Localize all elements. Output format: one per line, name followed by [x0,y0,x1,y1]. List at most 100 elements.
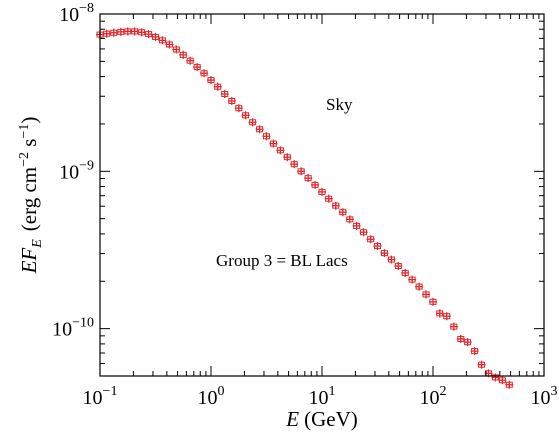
point-marker [422,291,430,298]
point-marker [401,269,409,276]
sky-data-point [394,262,403,271]
point-marker [269,140,277,147]
point-marker [436,310,444,317]
point-marker [131,28,139,35]
sky-data-point [276,146,285,155]
sky-data-point [137,28,146,37]
point-marker [491,374,499,381]
point-marker [103,30,111,37]
point-marker [367,236,375,243]
point-marker [360,229,368,236]
x-axis-title: E (GeV) [285,407,357,431]
sky-data-point [193,63,202,72]
sky-data-point [359,228,368,237]
y-tick-label: 10−8 [59,1,94,26]
point-marker [221,91,229,98]
axis-ticks [99,14,544,377]
sky-data-point [283,153,292,162]
sky-data-point [429,297,437,306]
sky-data-point [505,380,514,389]
point-marker [145,31,153,38]
sky-data-point [304,174,313,183]
point-marker [249,119,257,126]
sky-data-point [144,30,153,39]
sky-data-point [151,32,160,41]
point-marker [332,202,340,209]
sky-data-point [297,167,306,176]
sky-data-point [172,45,181,54]
point-marker [242,112,250,119]
sky-data-point [269,139,278,148]
point-marker [339,209,347,216]
sky-data-point [213,82,222,91]
point-marker [138,29,146,36]
point-marker [297,168,305,175]
point-marker [505,381,513,388]
point-marker [158,37,166,44]
y-axis-title: EFE(erg cm−2 s−1) [17,117,45,275]
sky-data-point [262,132,271,141]
sky-data-point [463,338,472,347]
point-marker [228,97,236,104]
x-tick-label: 100 [198,384,225,409]
sky-data-point [207,76,215,85]
point-marker [165,41,173,48]
point-marker [387,256,395,263]
point-marker [214,83,222,90]
point-marker [151,33,159,40]
point-marker [172,46,180,53]
sky-data-point [227,96,236,105]
sky-data-point [179,50,188,59]
sky-data-point [324,194,333,203]
point-marker [478,361,486,368]
point-marker [471,348,479,355]
sky-data-point [422,290,431,299]
sky-data-point [290,160,299,169]
point-marker [429,298,437,305]
sky-data-point [241,111,250,120]
point-marker [353,222,361,229]
point-marker [464,339,472,346]
x-tick-label: 102 [420,384,447,409]
x-tick-label: 103 [531,384,558,409]
sky-data-point [491,373,500,382]
point-marker [276,147,284,154]
point-marker [498,377,506,384]
sky-data-point [200,69,209,78]
point-marker [394,263,402,270]
point-marker [415,283,423,290]
sky-data-point [158,36,167,45]
sky-data-point [234,104,243,113]
sky-data-point [130,27,139,36]
point-marker [443,313,451,320]
x-tick-label: 10−1 [83,384,118,409]
y-tick-label: 10−9 [59,158,94,183]
tick-labels: 10−1 100 101 102 103 10−10 10−9 10−8 [52,1,557,409]
point-marker [380,250,388,257]
sky-data-point [311,180,320,189]
sky-data-point [449,322,458,331]
sky-data-point [498,376,507,385]
sky-data-point [248,118,257,127]
sky-data-point [380,249,389,258]
sky-data-point [415,282,424,291]
sky-data-point [442,312,451,321]
sky-data-point [338,208,347,217]
sky-data-point [220,90,229,99]
point-marker [346,216,354,223]
point-marker [290,161,298,168]
point-marker [207,77,215,84]
sky-series [96,27,514,389]
point-marker [179,51,187,58]
point-marker [311,181,319,188]
sky-data-point [165,40,174,49]
sky-data-point [401,268,410,277]
sky-data-point [387,255,396,264]
sky-data-point [331,201,340,210]
point-marker [450,323,458,330]
point-marker [186,57,194,64]
sky-data-point [435,309,444,318]
x-tick-label: 101 [309,384,336,409]
point-marker [373,243,381,250]
